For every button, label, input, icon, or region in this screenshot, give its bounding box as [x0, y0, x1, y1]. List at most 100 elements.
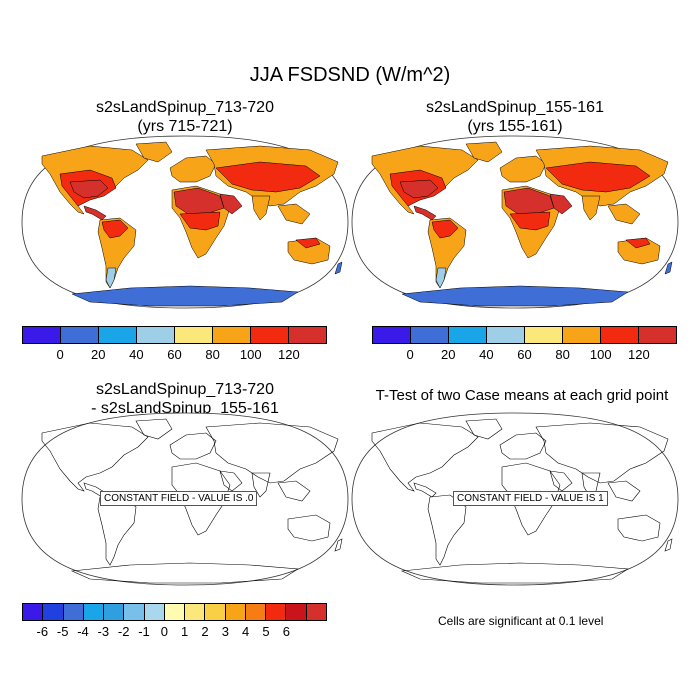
landmass-south-america-north	[101, 219, 129, 239]
coastline-greenland	[135, 418, 173, 440]
landmass-arabia	[549, 193, 573, 215]
landmass-australia	[287, 237, 331, 265]
colorbar-top-right-swatch	[601, 327, 639, 343]
colorbar-bottom-left-tick-label: 0	[160, 624, 168, 639]
colorbar-bottom-left-swatch	[245, 604, 267, 620]
colorbar-top-left-tick-label: 60	[167, 347, 182, 362]
landmass-asia-hot	[215, 161, 321, 193]
colorbar-bottom-left-tick-label: 3	[221, 624, 229, 639]
coastline-europe	[499, 432, 547, 460]
landmass-greenland	[135, 141, 173, 163]
colorbar-top-right-tick-label: 60	[517, 347, 532, 362]
coastline-australia	[617, 514, 661, 542]
colorbar-top-right-swatch	[373, 327, 411, 343]
colorbar-top-right-swatch	[639, 327, 676, 343]
map-top-left	[21, 135, 349, 309]
colorbar-top-left-tick-label: 20	[91, 347, 106, 362]
main-title: JJA FSDSND (W/m^2)	[249, 64, 451, 86]
colorbar-bottom-left-swatch	[83, 604, 105, 620]
landmass-south-america-north	[431, 219, 459, 239]
coastline-south-america	[97, 494, 137, 566]
colorbar-top-left-swatch	[23, 327, 61, 343]
colorbar-bottom-left-tick-label: 5	[262, 624, 270, 639]
colorbar-bottom-left-tick-label: -1	[138, 624, 150, 639]
colorbar-top-left-tick-label: 100	[239, 347, 262, 362]
colorbar-top-left-swatch	[289, 327, 326, 343]
colorbar-top-left-swatch	[213, 327, 251, 343]
significance-note: Cells are significant at 0.1 level	[438, 614, 604, 628]
coastline-new-zealand	[334, 538, 343, 552]
colorbar-bottom-left-swatch	[144, 604, 165, 620]
landmass-usa-hot	[69, 179, 109, 199]
colorbar-bottom-left-tick-label: -4	[77, 624, 89, 639]
panel-title-top-left-line2: (yrs 715-721)	[137, 118, 233, 135]
panel-title-top-left-line1: s2sLandSpinup_713-720	[96, 99, 274, 116]
colorbar-top-left-tick-label: 0	[56, 347, 64, 362]
landmass-india	[251, 195, 271, 221]
coastline-antarctica	[400, 562, 629, 584]
colorbar-top-right-swatch	[411, 327, 449, 343]
landmass-south-america-south	[435, 267, 447, 289]
colorbar-bottom-left-swatch	[104, 604, 125, 620]
colorbar-top-left-swatch	[251, 327, 289, 343]
coastline-southeast-asia	[607, 480, 641, 502]
colorbar-top-right-tick-label: 120	[628, 347, 650, 362]
landmass-new-zealand	[664, 261, 673, 275]
colorbar-top-left-tick-label: 120	[278, 347, 300, 362]
constant-field-label-right: CONSTANT FIELD - VALUE IS 1	[453, 491, 608, 506]
colorbar-top-right-tick-label: 40	[479, 347, 494, 362]
landmass-australia	[617, 237, 661, 265]
colorbar-bottom-left-swatch	[23, 604, 44, 620]
landmass-arabia	[219, 193, 243, 215]
coastline-europe	[169, 432, 217, 460]
colorbar-bottom-left-swatch	[225, 604, 246, 620]
colorbar-bottom-left-tick-label: 6	[282, 624, 290, 639]
colorbar-bottom-left-swatch	[43, 604, 64, 620]
coastline-arabia	[219, 470, 243, 492]
colorbar-top-left-swatch	[137, 327, 175, 343]
colorbar-bottom-left-swatch	[205, 604, 226, 620]
coastline-arabia	[549, 470, 573, 492]
colorbar-bottom-left-swatch	[266, 604, 287, 620]
colorbar-bottom-left-swatch	[306, 604, 326, 620]
landmass-africa-mid	[179, 211, 221, 231]
colorbar-top-right	[372, 326, 677, 344]
landmass-antarctica	[401, 285, 629, 307]
colorbar-top-right-tick-label: 100	[589, 347, 612, 362]
landmass-africa-sahara	[503, 187, 555, 215]
landmass-africa-sahara	[173, 187, 225, 215]
coastline-new-zealand	[664, 538, 673, 552]
colorbar-bottom-left-swatch	[124, 604, 145, 620]
constant-field-label-left: CONSTANT FIELD - VALUE IS .0	[100, 491, 258, 506]
panel-title-top-right-line1: s2sLandSpinup_155-161	[426, 99, 604, 116]
panel-title-bottom-right: T-Test of two Case means at each grid po…	[375, 387, 669, 404]
colorbar-top-left-swatch	[175, 327, 213, 343]
coastline-australia	[287, 514, 331, 542]
colorbar-bottom-left-swatch	[286, 604, 307, 620]
coastline-north-america	[41, 422, 149, 492]
landmass-southeast-asia	[277, 203, 311, 225]
colorbar-top-right-tick-label: 0	[406, 347, 414, 362]
colorbar-top-left-tick-label: 40	[129, 347, 144, 362]
colorbar-bottom-left-swatch	[63, 604, 84, 620]
colorbar-bottom-left-tick-label: 2	[201, 624, 209, 639]
colorbar-top-right-tick-label: 80	[555, 347, 570, 362]
landmass-europe	[169, 155, 217, 183]
panel-title-top-right: s2sLandSpinup_155-161 (yrs 155-161)	[350, 98, 680, 136]
landmass-usa-hot	[399, 179, 439, 199]
colorbar-bottom-left-tick-label: 4	[242, 624, 250, 639]
coastline-north-america	[371, 422, 479, 492]
coastline-south-america	[427, 494, 467, 566]
map-top-right	[351, 135, 679, 309]
colorbar-top-left-swatch	[99, 327, 137, 343]
coastline-asia	[205, 422, 339, 484]
panel-title-bottom-left-line2: - s2sLandSpinup_155-161	[91, 400, 279, 417]
colorbar-top-left	[22, 326, 327, 344]
landmass-greenland	[465, 141, 503, 163]
landmass-south-america-south	[105, 267, 117, 289]
colorbar-top-right-tick-label: 20	[441, 347, 456, 362]
colorbar-bottom-left-tick-label: -3	[97, 624, 110, 639]
coastline-antarctica	[70, 562, 299, 584]
coastline-asia	[535, 422, 669, 484]
colorbar-top-left-tick-label: 80	[205, 347, 220, 362]
